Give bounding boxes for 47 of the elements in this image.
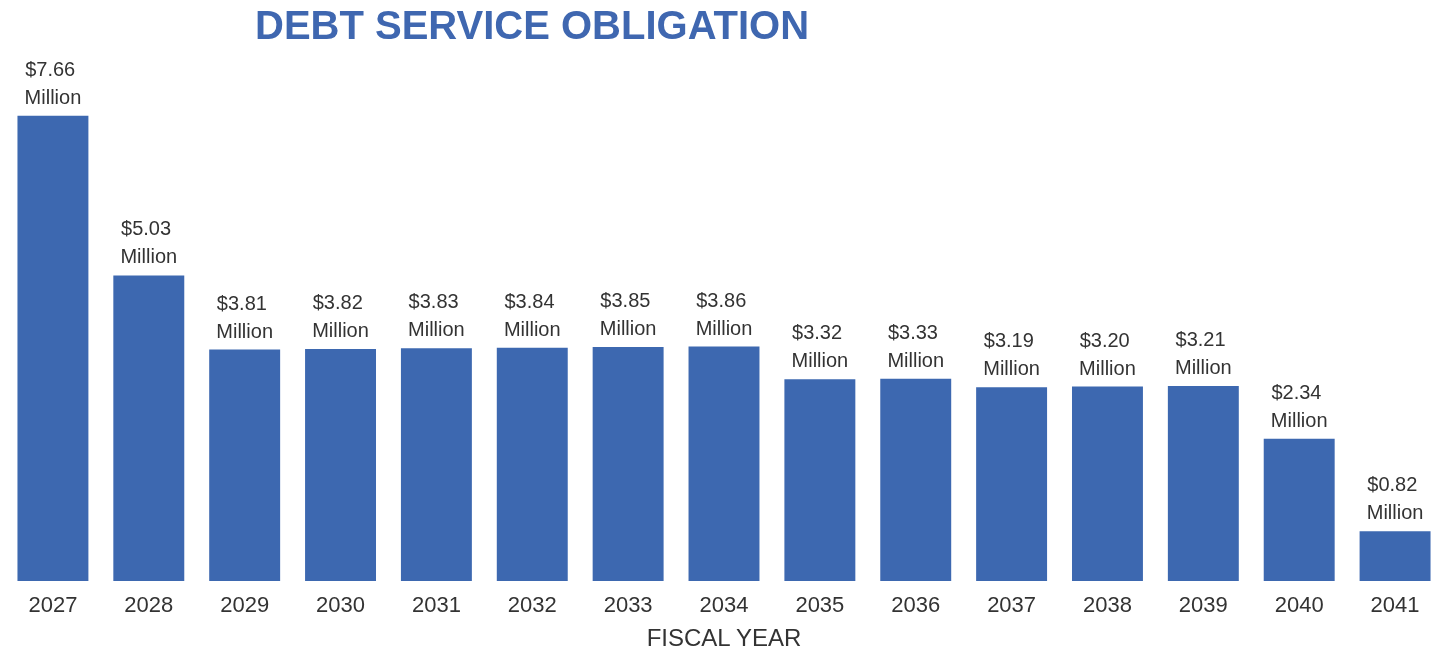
data-label: $3.19 Million bbox=[983, 329, 1040, 380]
x-tick-label: 2037 bbox=[987, 591, 1037, 617]
bar bbox=[976, 387, 1048, 581]
bar bbox=[688, 346, 760, 581]
x-tick-label: 2029 bbox=[220, 591, 270, 617]
bar bbox=[784, 379, 856, 581]
bar bbox=[400, 348, 472, 581]
bar bbox=[209, 349, 281, 581]
bar bbox=[1167, 385, 1239, 581]
x-tick-label: 2035 bbox=[795, 591, 845, 617]
data-label: $2.34 Million bbox=[1270, 380, 1328, 431]
bar bbox=[496, 347, 568, 581]
bar bbox=[17, 115, 89, 581]
data-label: $7.66 Million bbox=[24, 57, 82, 108]
bar bbox=[1263, 438, 1335, 581]
x-tick-label: 2034 bbox=[699, 591, 749, 617]
bar bbox=[880, 378, 952, 581]
data-label: $0.82 Million bbox=[1366, 473, 1424, 524]
x-tick-label: 2030 bbox=[316, 591, 366, 617]
x-tick-label: 2038 bbox=[1082, 591, 1132, 617]
data-label: $3.20 Million bbox=[1079, 328, 1136, 379]
data-label: $5.03 Million bbox=[120, 217, 178, 268]
bar bbox=[592, 347, 664, 581]
data-label: $3.21 Million bbox=[1174, 327, 1232, 378]
data-label: $3.33 Million bbox=[887, 320, 945, 371]
bar bbox=[113, 275, 185, 581]
data-label: $3.85 Million bbox=[599, 289, 657, 340]
data-label: $3.86 Million bbox=[695, 288, 753, 339]
x-tick-label: 2040 bbox=[1274, 591, 1324, 617]
x-tick-label: 2027 bbox=[28, 591, 78, 617]
x-tick-label: 2036 bbox=[891, 591, 941, 617]
bar bbox=[1359, 531, 1431, 581]
x-tick-label: 2031 bbox=[411, 591, 461, 617]
x-tick-label: 2028 bbox=[124, 591, 174, 617]
data-label: $3.32 Million bbox=[791, 321, 849, 372]
x-tick-label: 2039 bbox=[1178, 591, 1228, 617]
data-label: $3.83 Million bbox=[408, 290, 465, 341]
data-label: $3.82 Million bbox=[312, 290, 369, 341]
x-tick-label: 2033 bbox=[603, 591, 653, 617]
x-tick-label: 2041 bbox=[1370, 591, 1420, 617]
chart-title: DEBT SERVICE OBLIGATION bbox=[255, 3, 810, 47]
x-axis-title: FISCAL YEAR bbox=[646, 623, 802, 651]
x-tick-label: 2032 bbox=[507, 591, 557, 617]
bar bbox=[1072, 386, 1143, 581]
bar bbox=[305, 348, 376, 581]
data-label: $3.84 Million bbox=[503, 289, 561, 340]
data-label: $3.81 Million bbox=[216, 291, 274, 342]
